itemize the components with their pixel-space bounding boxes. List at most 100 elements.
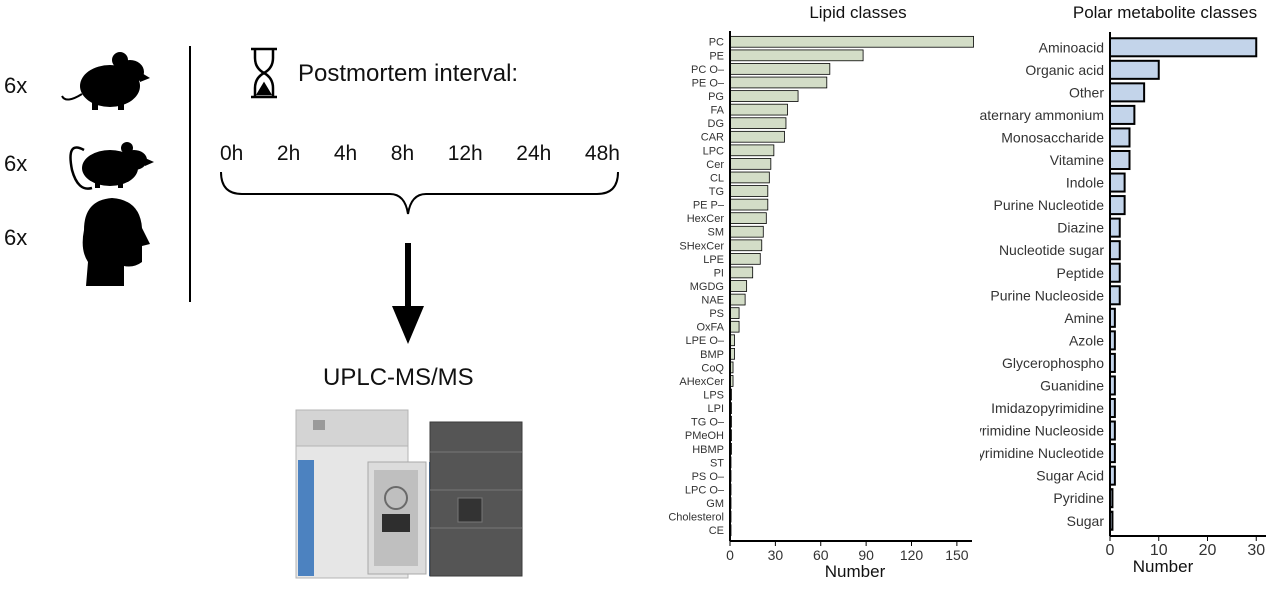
category-label: Cholesterol (668, 512, 724, 524)
category-label: CL (710, 172, 724, 184)
bar (729, 76, 828, 89)
timepoint-label: 0h (220, 142, 244, 165)
category-label: Quaternary ammonium (980, 107, 1104, 123)
category-label: TG O– (691, 417, 725, 429)
category-label: PG (708, 91, 724, 103)
category-label: Glycerophospho (1002, 355, 1104, 371)
category-label: BMP (700, 349, 724, 361)
category-label: SHexCer (679, 240, 724, 252)
x-tick-label: 150 (945, 547, 969, 563)
category-label: PS O– (692, 471, 725, 483)
x-tick-label: 30 (768, 547, 784, 563)
bar (1109, 104, 1136, 125)
timepoint-label: 12h (447, 142, 483, 165)
pmi-title: Postmortem interval: (298, 60, 519, 87)
category-label: Pyridine (1053, 490, 1104, 506)
bar (1109, 82, 1146, 103)
timepoint-label: 48h (584, 142, 620, 165)
x-tick-label: 120 (900, 547, 924, 563)
uplc-ms-instrument-icon (295, 409, 523, 579)
bar (1109, 127, 1131, 148)
x-tick-label: 10 (1150, 542, 1168, 559)
timepoint-label: 8h (390, 142, 415, 165)
category-label: LPE O– (685, 335, 724, 347)
bar (729, 158, 772, 170)
bar (729, 185, 769, 197)
category-label: HexCer (687, 213, 725, 225)
x-tick-label: 0 (1106, 542, 1115, 559)
bar (729, 266, 754, 279)
hourglass-icon (251, 47, 277, 99)
bar (1109, 59, 1160, 80)
method-label: UPLC-MS/MS (323, 364, 474, 391)
category-label: CE (709, 525, 724, 537)
rat-count: 6x (4, 151, 28, 176)
category-label: CAR (701, 132, 724, 144)
bar (729, 103, 788, 116)
category-label: CoQ (701, 362, 724, 374)
category-label: HBMP (692, 444, 724, 456)
x-tick-label: 60 (813, 547, 829, 563)
bar (1109, 217, 1121, 238)
bar (729, 171, 770, 184)
rat-icon (69, 142, 154, 190)
category-label: Diazine (1057, 220, 1104, 236)
polar-classes-chart: Polar metabolite classes Aminoacid Organic… (980, 3, 1266, 576)
bar (729, 63, 831, 75)
timepoint-label: 4h (333, 142, 358, 165)
category-label: Organic acid (1025, 62, 1104, 78)
category-label: Pyrimidine Nucleoside (980, 423, 1104, 439)
chart-title: Lipid classes (809, 3, 906, 22)
bar (729, 130, 785, 143)
category-label: MGDG (690, 281, 724, 293)
bar (729, 253, 761, 265)
category-label: TG (709, 186, 724, 198)
category-label: PI (714, 267, 724, 279)
category-label: Azole (1069, 332, 1104, 348)
category-label: PC O– (691, 64, 725, 76)
category-label: Purine Nucleotide (993, 197, 1104, 213)
category-label: Peptide (1057, 265, 1105, 281)
study-design-graphic (61, 46, 619, 579)
bar (729, 293, 746, 306)
bar (729, 280, 748, 292)
category-label: Vitamine (1050, 152, 1104, 168)
category-label: FA (711, 105, 725, 117)
category-label: PE (709, 50, 724, 62)
mouse-icon (61, 52, 150, 110)
x-tick-label: 30 (1247, 542, 1265, 559)
bar (729, 49, 864, 62)
bar (729, 198, 769, 211)
category-label: LPI (707, 403, 724, 415)
timepoint-list: 0h 2h 4h 8h 12h 24h 48h (220, 142, 620, 166)
category-label: ST (710, 457, 724, 469)
bar (729, 320, 740, 333)
category-label: Sugar (1067, 513, 1105, 529)
x-tick-label: 0 (726, 547, 734, 563)
timepoint-label: 2h (276, 142, 301, 165)
category-label: Indole (1066, 175, 1104, 191)
bar (729, 35, 974, 48)
category-label: Aminoacid (1039, 39, 1104, 55)
category-label: PE P– (693, 200, 725, 212)
category-label: DG (708, 118, 725, 130)
category-label: Nucleotide sugar (999, 242, 1104, 258)
bar (1109, 149, 1131, 171)
bar (729, 144, 775, 157)
bar (1109, 262, 1121, 283)
x-tick-label: 20 (1199, 542, 1217, 559)
bar (729, 212, 767, 224)
category-label: Purine Nucleoside (990, 287, 1104, 303)
category-label: LPS (703, 390, 724, 402)
category-label: LPC (703, 145, 724, 157)
bar (729, 239, 763, 252)
bar (1109, 240, 1121, 261)
bar (1109, 285, 1121, 306)
category-label: Sugar Acid (1036, 468, 1104, 484)
category-label: Monosaccharide (1001, 129, 1104, 145)
bar (1109, 172, 1126, 193)
category-label: LPE (703, 254, 724, 266)
bar (729, 117, 787, 130)
category-label: PC (709, 37, 724, 49)
